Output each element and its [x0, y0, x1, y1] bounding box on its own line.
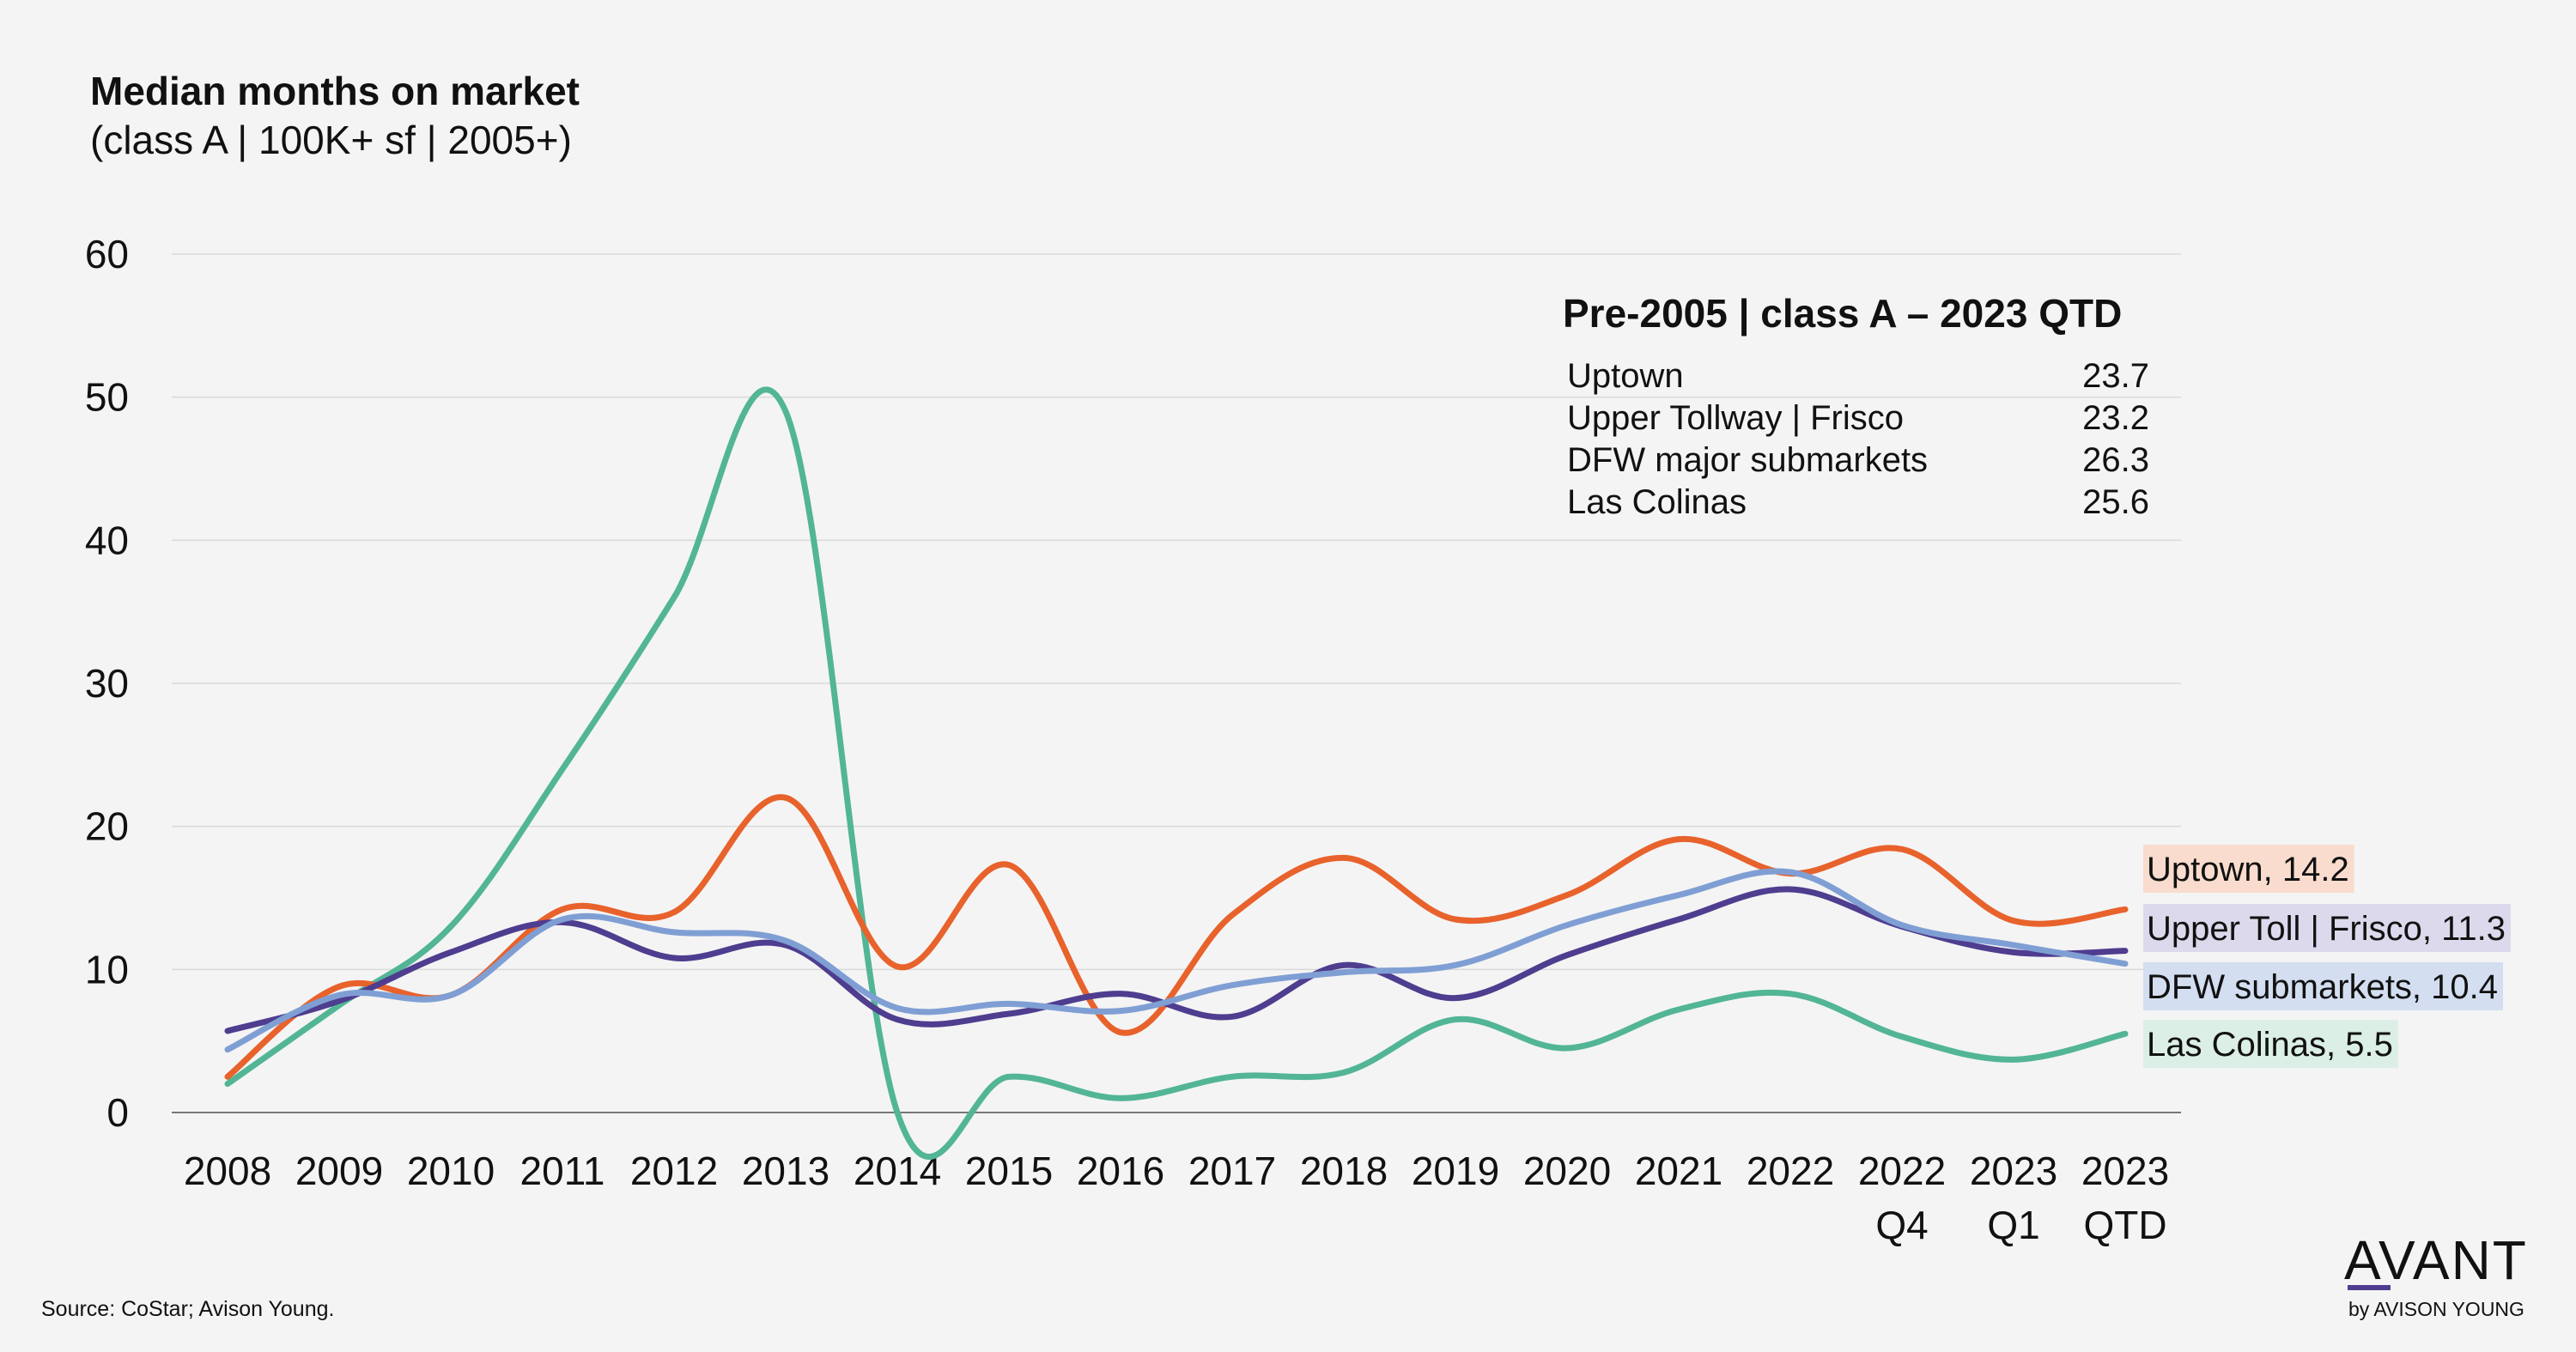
- logo-wordmark: AVANT: [2344, 1229, 2528, 1291]
- inset-row-name: Las Colinas: [1567, 483, 1747, 521]
- inset-row-name: Upper Tollway | Frisco: [1567, 399, 1904, 437]
- y-tick-label: 30: [85, 661, 129, 706]
- x-tick-label: 2013: [742, 1149, 829, 1193]
- inset-row-value: 23.2: [2082, 399, 2149, 437]
- x-tick-label: 2022: [1858, 1149, 1946, 1193]
- y-tick-label: 0: [106, 1090, 129, 1135]
- x-tick-label: 2015: [965, 1149, 1053, 1193]
- x-tick-label: 2009: [295, 1149, 383, 1193]
- end-label-background: [2143, 904, 2511, 952]
- inset-row-value: 26.3: [2082, 441, 2149, 479]
- inset-row-name: DFW major submarkets: [1567, 441, 1928, 479]
- x-tick-label: 2008: [184, 1149, 271, 1193]
- y-tick-label: 50: [85, 375, 129, 420]
- pre-2005-inset-table: Pre-2005 | class A – 2023 QTD Uptown 23.7…: [1563, 291, 2149, 521]
- end-label-uptown: Uptown, 14.2: [2143, 845, 2354, 893]
- end-label-las-colinas: Las Colinas, 5.5: [2143, 1020, 2398, 1068]
- inset-title: Pre-2005 | class A – 2023 QTD: [1563, 291, 2122, 336]
- end-label-upper-toll-frisco: Upper Toll | Frisco, 11.3: [2143, 904, 2511, 952]
- source-note: Source: CoStar; Avison Young.: [41, 1297, 334, 1321]
- inset-row-name: Uptown: [1567, 357, 1684, 395]
- x-tick-label: 2011: [520, 1149, 605, 1193]
- logo-accent-bar: [2348, 1285, 2391, 1290]
- inset-row-value: 25.6: [2082, 483, 2149, 521]
- x-tick-label: 2020: [1523, 1149, 1611, 1193]
- end-label-dfw-submarkets: DFW submarkets, 10.4: [2143, 962, 2504, 1010]
- y-tick-label: 10: [85, 947, 129, 991]
- series-end-labels: Las Colinas, 5.5 Uptown, 14.2 Upper Toll |…: [2143, 845, 2511, 1068]
- end-label-text: DFW submarkets, 10.4: [2147, 968, 2498, 1006]
- x-tick-label: 2018: [1300, 1149, 1388, 1193]
- x-tick-label: QTD: [2083, 1203, 2166, 1247]
- end-label-text: Uptown, 14.2: [2147, 851, 2349, 888]
- x-tick-label: 2022: [1747, 1149, 1834, 1193]
- y-tick-label: 20: [85, 804, 129, 849]
- y-tick-label: 40: [85, 518, 129, 562]
- x-axis: 2008 2009 2010 2011 2012 2013 2014 2015 2016 2017…: [184, 1149, 2169, 1247]
- x-tick-label: 2010: [407, 1149, 495, 1193]
- inset-row-value: 23.7: [2082, 357, 2149, 395]
- series-lines: [224, 386, 2129, 1160]
- end-label-background: [2143, 1020, 2398, 1068]
- chart-title: Median months on market: [90, 69, 580, 113]
- x-tick-label: 2017: [1188, 1149, 1276, 1193]
- series-line-dfw-submarkets: [224, 868, 2129, 1053]
- x-tick-label: 2023: [2081, 1149, 2169, 1193]
- end-label-background: [2143, 845, 2354, 893]
- gridlines: [172, 253, 2181, 1113]
- series-line-uptown: [224, 794, 2129, 1080]
- x-tick-label: 2012: [630, 1149, 718, 1193]
- x-tick-label: 2023: [1970, 1149, 2057, 1193]
- y-tick-label: 60: [85, 232, 129, 276]
- logo-byline: by AVISON YOUNG: [2348, 1298, 2524, 1320]
- avant-logo: AVANT by AVISON YOUNG: [2344, 1229, 2528, 1320]
- end-label-background: [2143, 962, 2504, 1010]
- x-tick-label: 2019: [1412, 1149, 1499, 1193]
- end-label-text: Las Colinas, 5.5: [2147, 1026, 2393, 1064]
- chart-subtitle: (class A | 100K+ sf | 2005+): [90, 118, 572, 162]
- end-label-text: Upper Toll | Frisco, 11.3: [2147, 910, 2506, 948]
- x-tick-label: Q1: [1987, 1203, 2039, 1247]
- x-tick-label: 2016: [1077, 1149, 1164, 1193]
- x-tick-label: Q4: [1875, 1203, 1928, 1247]
- series-line-las-colinas: [224, 386, 2129, 1160]
- y-axis: 0 10 20 30 40 50 60: [85, 232, 129, 1135]
- x-tick-label: 2021: [1635, 1149, 1722, 1193]
